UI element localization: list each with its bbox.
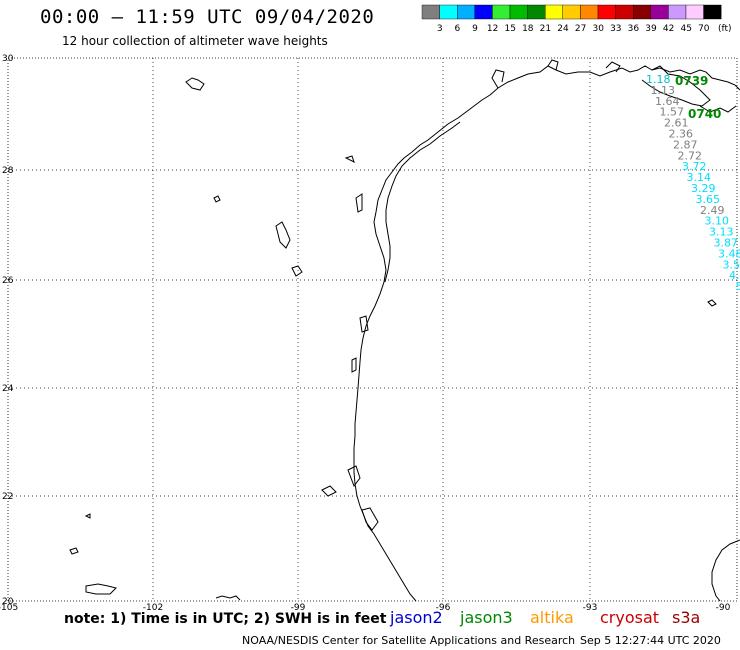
track-wave-value: 1.57 [660,106,685,119]
legend-tick-label: 6 [455,24,461,34]
track-wave-value: 2.61 [664,117,689,130]
track-time-label: 0740 [688,107,721,121]
islands [69,77,717,601]
lon-tick-label: -99 [291,603,306,613]
track-wave-value: 3.13 [709,226,734,239]
legend-tick-label: 9 [472,24,478,34]
track-wave-value: 3.14 [687,171,712,184]
lon-tick-label: -93 [583,603,598,613]
lon-tick-label: -105 [0,603,18,613]
track-wave-value: 3.10 [705,215,730,228]
track-wave-value: 3.72 [682,160,707,173]
legend-tick-label: 21 [540,24,551,34]
map-frame [7,57,738,602]
coastline [353,59,740,602]
track-wave-value: 2.72 [678,149,703,162]
graticule [8,58,737,601]
track-time-label: 0739 [675,74,708,88]
lat-tick-label: 26 [2,276,14,286]
legend-tick-label: 70 [698,24,710,34]
legend-swatch [703,4,722,20]
legend-tick-label: 42 [663,24,674,34]
legend-sat-jason3: jason3 [460,608,513,627]
track-wave-value: 3.65 [696,193,721,206]
lon-tick-label: -90 [716,603,731,613]
legend-tick-label: 33 [610,24,621,34]
track-wave-value: 3.48 [718,247,740,260]
track-wave-value: 3.87 [714,237,739,250]
legend-unit: (ft) [718,24,732,34]
legend-tick-label: 39 [645,24,657,34]
color-legend: 3 6 9 12 15 18 21 24 27 30 33 36 39 42 45 70 (ft) [421,4,732,34]
lat-tick-label: 30 [2,54,14,64]
track-wave-value: 2.36 [669,128,694,141]
lat-tick-label: 22 [2,492,13,502]
track-wave-value: 5. [736,280,740,293]
track-wave-value: 1.18 [646,73,671,86]
chart-title: 00:00 – 11:59 UTC 09/04/2020 [40,6,375,28]
track-wave-value: 1.64 [655,95,680,108]
lat-tick-label: 24 [2,384,14,394]
axis-tick-labels: 30 28 26 24 22 20-105 -102 -99 -96 -93 -90 [0,54,731,613]
legend-sat-s3a: s3a [672,608,701,627]
legend-tick-label: 36 [628,24,640,34]
legend-sat-altika: altika [530,608,574,627]
lat-tick-label: 28 [2,166,14,176]
legend-sat-cryosat: cryosat [600,608,660,627]
legend-sat-jason2: jason2 [390,608,443,627]
chart-subtitle: 12 hour collection of altimeter wave hei… [62,34,328,48]
lat-tick-label: 20 [2,597,14,607]
legend-tick-label: 3 [437,24,443,34]
track-wave-value: 1.13 [651,84,676,97]
track-wave-value: 3.56 [723,258,740,271]
track-wave-value: 3.29 [691,182,716,195]
generated-timestamp: Sep 5 12:27:44 UTC 2020 [580,634,721,647]
lon-tick-label: -96 [436,603,451,613]
legend-tick-label: 18 [522,24,534,34]
track-wave-value: 2.87 [673,138,698,151]
wave-height-track: 1.181.131.641.572.612.362.872.723.723.14… [646,73,740,293]
lon-tick-label: -102 [143,603,163,613]
legend-tick-label: 15 [504,24,515,34]
footer-note: note: 1) Time is in UTC; 2) SWH is in fe… [64,611,387,627]
legend-tick-label: 12 [487,24,498,34]
legend-tick-label: 30 [592,24,604,34]
legend-tick-label: 27 [575,24,586,34]
legend-tick-label: 24 [557,24,569,34]
credit-line: NOAA/NESDIS Center for Satellite Applica… [242,634,576,647]
track-wave-value: 2.49 [700,204,725,217]
legend-tick-label: 45 [680,24,691,34]
track-wave-value: 4.4 [729,269,740,282]
